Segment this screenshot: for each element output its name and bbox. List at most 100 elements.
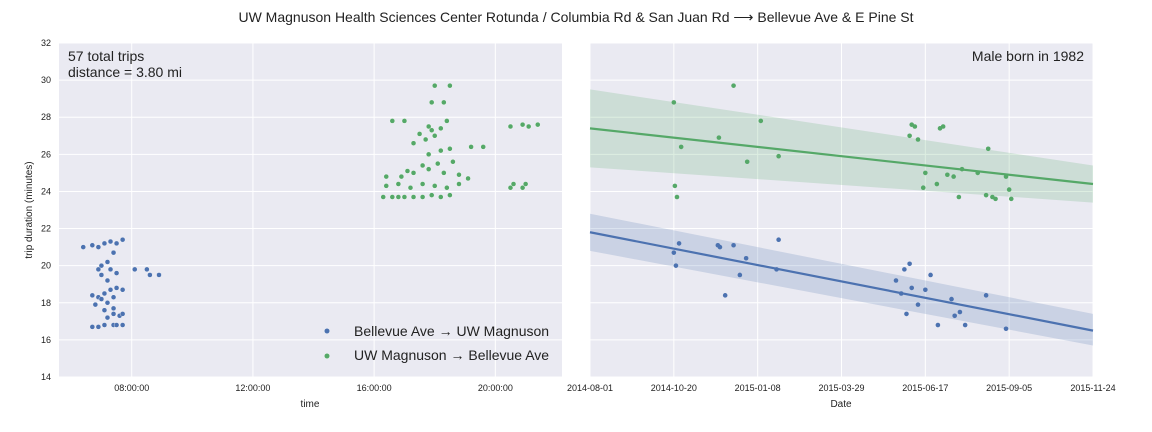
date-point-bellevue-to-uw xyxy=(673,263,679,268)
date-point-uw-to-bellevue xyxy=(672,183,678,189)
point-bellevue-to-uw xyxy=(119,322,126,328)
point-uw-to-bellevue xyxy=(507,185,514,191)
date-point-bellevue-to-uw xyxy=(676,241,682,246)
confidence-band-uw-to-bellevue xyxy=(590,89,1093,203)
left-y-ticks: 14 16 18 20 22 24 26 28 30 32 xyxy=(41,38,51,382)
point-bellevue-to-uw xyxy=(92,301,99,308)
point-bellevue-to-uw xyxy=(132,266,138,273)
left-x-tick-label: 08:00:00 xyxy=(114,383,149,393)
left-plot-area xyxy=(59,43,562,377)
point-uw-to-bellevue xyxy=(419,181,426,187)
distance-annotation: distance = 3.80 mi xyxy=(68,64,182,80)
point-bellevue-to-uw xyxy=(144,266,150,273)
date-point-uw-to-bellevue xyxy=(940,124,946,129)
point-uw-to-bellevue xyxy=(441,170,447,176)
date-point-bellevue-to-uw xyxy=(909,285,915,291)
point-uw-to-bellevue xyxy=(507,123,514,130)
point-uw-to-bellevue xyxy=(429,99,435,106)
y-tick-label: 14 xyxy=(41,372,51,382)
point-bellevue-to-uw xyxy=(95,266,102,273)
date-point-bellevue-to-uw xyxy=(671,250,677,255)
point-uw-to-bellevue xyxy=(410,140,417,146)
y-tick-label: 22 xyxy=(41,224,51,234)
left-x-axis-label: time xyxy=(301,399,320,410)
right-grid xyxy=(589,42,1094,378)
point-uw-to-bellevue xyxy=(410,194,417,200)
date-point-uw-to-bellevue xyxy=(951,174,956,179)
right-x-tick-label: 2015-11-24 xyxy=(1070,383,1115,393)
date-point-uw-to-bellevue xyxy=(744,159,750,165)
point-uw-to-bellevue xyxy=(425,166,432,172)
point-uw-to-bellevue xyxy=(410,170,417,176)
point-uw-to-bellevue xyxy=(456,172,462,178)
rider-annotation: Male born in 1982 xyxy=(972,48,1084,64)
point-uw-to-bellevue xyxy=(389,194,396,200)
date-point-bellevue-to-uw xyxy=(737,272,743,278)
point-uw-to-bellevue xyxy=(429,127,435,133)
point-uw-to-bellevue xyxy=(425,123,432,130)
point-bellevue-to-uw xyxy=(147,272,153,278)
point-bellevue-to-uw xyxy=(119,287,126,293)
point-uw-to-bellevue xyxy=(432,183,438,189)
left-x-tick-label: 12:00:00 xyxy=(235,383,270,393)
point-uw-to-bellevue xyxy=(456,181,462,187)
left-x-tick-label: 16:00:00 xyxy=(357,383,392,393)
date-point-uw-to-bellevue xyxy=(671,100,677,105)
regression-line-bellevue-to-uw xyxy=(589,231,1094,332)
y-tick-label: 16 xyxy=(41,335,51,345)
point-bellevue-to-uw xyxy=(98,296,105,302)
y-tick-label: 32 xyxy=(41,38,51,48)
date-point-bellevue-to-uw xyxy=(962,322,968,328)
point-bellevue-to-uw xyxy=(104,300,111,306)
point-bellevue-to-uw xyxy=(110,294,117,300)
point-uw-to-bellevue xyxy=(389,118,396,124)
point-uw-to-bellevue xyxy=(383,183,389,189)
date-point-uw-to-bellevue xyxy=(993,196,998,202)
right-x-tick-label: 2015-06-17 xyxy=(902,383,948,393)
y-tick-label: 30 xyxy=(41,75,51,85)
legend-label-bellevue-to-uw: Bellevue Ave → UW Magnuson xyxy=(354,323,549,339)
point-uw-to-bellevue xyxy=(395,194,402,200)
point-uw-to-bellevue xyxy=(438,194,444,200)
point-uw-to-bellevue xyxy=(519,121,526,128)
date-point-uw-to-bellevue xyxy=(912,124,918,129)
point-bellevue-to-uw xyxy=(95,244,102,250)
legend-marker-bellevue-to-uw xyxy=(323,327,331,335)
date-point-uw-to-bellevue xyxy=(678,144,684,150)
date-point-uw-to-bellevue xyxy=(731,83,736,88)
date-point-uw-to-bellevue xyxy=(716,135,722,140)
date-point-uw-to-bellevue xyxy=(758,118,764,124)
date-point-bellevue-to-uw xyxy=(904,311,909,317)
point-uw-to-bellevue xyxy=(398,173,405,180)
point-bellevue-to-uw xyxy=(113,270,120,276)
date-point-bellevue-to-uw xyxy=(923,287,928,293)
point-uw-to-bellevue xyxy=(525,123,532,130)
date-point-uw-to-bellevue xyxy=(920,185,926,191)
point-uw-to-bellevue xyxy=(447,192,453,198)
date-point-bellevue-to-uw xyxy=(935,322,941,328)
point-uw-to-bellevue xyxy=(435,160,441,167)
point-uw-to-bellevue xyxy=(444,185,450,191)
date-point-uw-to-bellevue xyxy=(907,133,912,139)
date-point-uw-to-bellevue xyxy=(983,192,989,198)
right-regression-lines xyxy=(589,127,1094,332)
confidence-band-bellevue-to-uw xyxy=(590,213,1093,346)
point-bellevue-to-uw xyxy=(113,285,120,291)
y-tick-label: 18 xyxy=(41,298,51,308)
point-uw-to-bellevue xyxy=(425,151,432,158)
date-point-uw-to-bellevue xyxy=(934,181,940,187)
point-bellevue-to-uw xyxy=(156,272,162,278)
date-point-bellevue-to-uw xyxy=(949,296,954,302)
point-uw-to-bellevue xyxy=(447,146,453,152)
legend-label-uw-to-bellevue: UW Magnuson → Bellevue Ave xyxy=(354,347,549,363)
right-confidence-bands xyxy=(590,89,1093,346)
point-uw-to-bellevue xyxy=(395,181,402,187)
date-point-bellevue-to-uw xyxy=(952,313,957,319)
right-x-ticks: 2014-08-01 2014-10-20 2015-01-08 2015-03-29… xyxy=(567,383,1116,393)
right-x-axis-label: Date xyxy=(830,399,852,410)
point-uw-to-bellevue xyxy=(429,192,435,198)
point-uw-to-bellevue xyxy=(510,181,517,187)
point-uw-to-bellevue xyxy=(383,173,389,180)
point-uw-to-bellevue xyxy=(447,82,453,89)
date-point-bellevue-to-uw xyxy=(1003,326,1009,332)
